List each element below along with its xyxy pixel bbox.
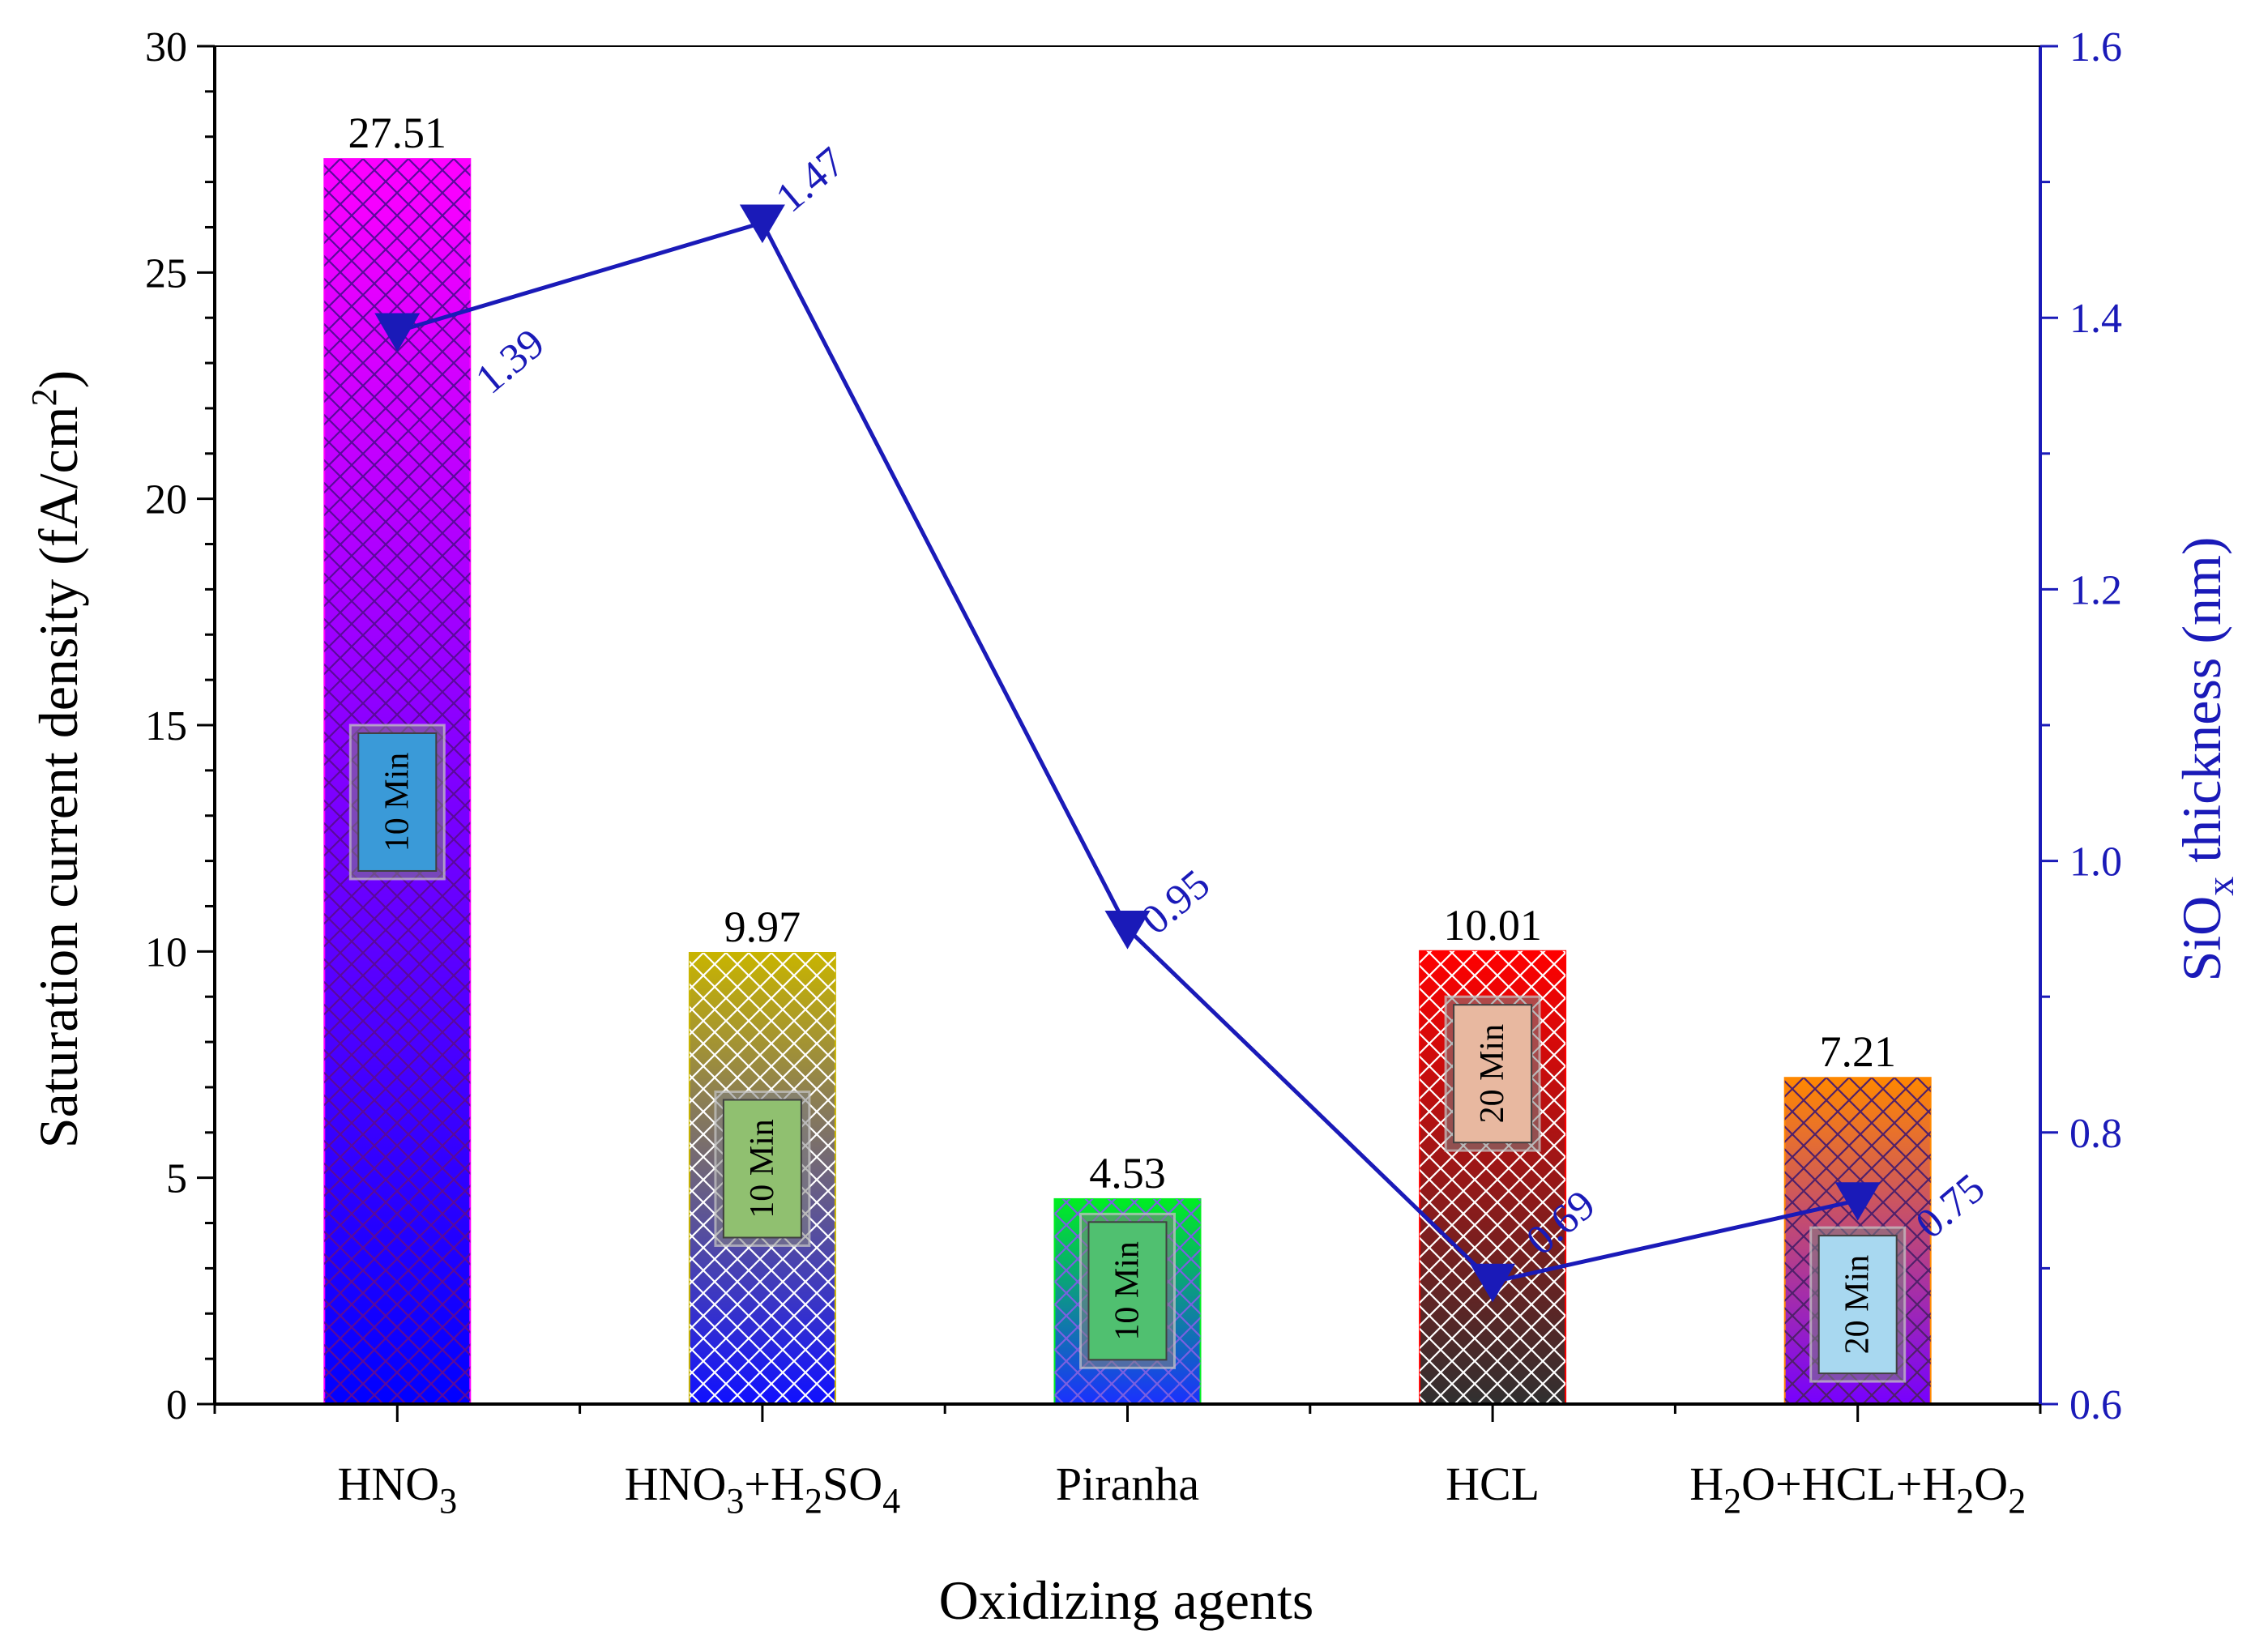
y-axis-left-title-sup: 2 [24,388,64,406]
y-left-tick-label: 20 [145,477,187,523]
y-axis-left-title: Saturation current density (fA/cm2) [24,370,89,1149]
thickness-marker [1470,1263,1516,1303]
x-category-label: HNO3+H2SO4 [625,1458,900,1521]
y-right-tick-label: 1.0 [2069,839,2122,886]
category-label-part: HCL [1446,1458,1540,1510]
y-right-tick-label: 0.6 [2069,1382,2122,1428]
thickness-value-label: 1.39 [468,320,553,403]
time-tag-text: 10 Min [744,1119,781,1219]
category-label-part: 2 [1723,1481,1741,1521]
category-label-part: 2 [1956,1481,1974,1521]
category-label-part: SO [822,1458,882,1510]
thickness-marker [1834,1182,1881,1221]
time-tag: 20 Min [1809,1226,1907,1383]
y-right-tick-label: 1.6 [2069,24,2122,70]
thickness-marker [374,313,421,352]
x-category-label: Piranha [1056,1458,1199,1510]
y-axis-right-title-base: SiO [2171,896,2232,982]
time-tag-text: 20 Min [1474,1024,1511,1124]
time-tag: 10 Min [714,1090,811,1247]
category-label-part: 2 [805,1481,822,1521]
category-label-part: HNO [337,1458,439,1510]
bars-layer [323,158,1932,1405]
y-axis-left-title-tail: ) [28,370,89,389]
y-left-tick-label: 25 [145,250,187,297]
bar-value-label: 9.97 [724,903,801,951]
thickness-marker [1104,911,1151,950]
category-label-part: +H [744,1458,805,1510]
y-axis-right-title: SiOx thickness (nm) [2171,536,2242,981]
y-left-tick-label: 10 [145,929,187,975]
y-right-tick-label: 0.8 [2069,1111,2122,1157]
time-tag-text: 20 Min [1839,1255,1877,1355]
category-label-part: HNO [625,1458,727,1510]
category-label-part: 3 [726,1481,744,1521]
time-tag-box [1087,1221,1168,1361]
time-tag-text: 10 Min [1109,1241,1147,1341]
y-left-tick-label: 0 [166,1382,187,1428]
y-left-tick-label: 30 [145,24,187,70]
time-tag-box [357,732,438,872]
time-tag-box [1453,1004,1533,1144]
bar-value-label: 27.51 [348,109,447,157]
category-label-part: 3 [439,1481,457,1521]
time-tag: 10 Min [348,724,446,881]
time-tag-box [722,1099,802,1239]
y-axis-right-title-sub: x [2199,877,2242,896]
y-left-tick-label: 15 [145,703,187,749]
y-axis-left-title-base: Saturation current density (fA/cm [28,406,89,1148]
y-right-tick-label: 1.2 [2069,567,2122,613]
time-tag: 10 Min [1079,1212,1176,1369]
x-category-label: HCL [1446,1458,1540,1510]
time-tag-box [1817,1235,1898,1375]
thickness-line [396,220,1859,1284]
y-right-tick-label: 1.4 [2069,296,2122,342]
category-label-part: H [1689,1458,1723,1510]
thickness-line-layer [374,204,1881,1303]
time-tag: 20 Min [1444,995,1541,1152]
thickness-value-label: 0.95 [1133,861,1219,944]
category-label-part: 2 [2008,1481,2026,1521]
category-label-part: Piranha [1056,1458,1199,1510]
bar-value-label: 10.01 [1443,901,1542,950]
category-label-part: O+HCL+H [1741,1458,1956,1510]
y-left-tick-label: 5 [166,1156,187,1202]
bar-value-label: 4.53 [1089,1149,1166,1197]
bar-value-label: 7.21 [1819,1027,1896,1076]
y-axis-right-title-tail: thickness (nm) [2171,536,2232,876]
x-category-label: HNO3 [337,1458,457,1521]
category-label-part: 4 [882,1481,900,1521]
x-category-label: H2O+HCL+H2O2 [1689,1458,2026,1521]
category-label-part: O [1974,1458,2008,1510]
labels-layer: 27.51 10 Min 9.97 10 Min 4.53 10 Min 10.01 20 M… [348,109,1993,1383]
time-tag-text: 10 Min [378,753,416,852]
thickness-marker [739,204,785,244]
x-axis-title: Oxidizing agents [939,1569,1314,1631]
